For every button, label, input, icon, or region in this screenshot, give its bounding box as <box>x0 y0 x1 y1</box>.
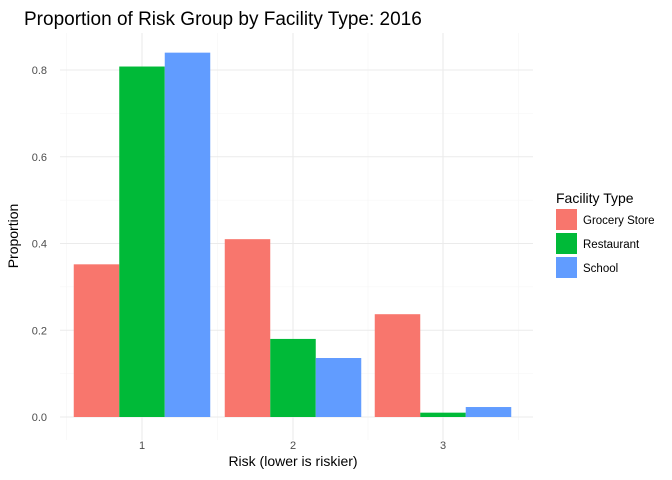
legend-title: Facility Type <box>556 190 634 206</box>
legend: Facility Type Grocery Store Restaurant Sch… <box>556 190 655 278</box>
legend-item: Restaurant <box>556 233 640 254</box>
legend-item: School <box>556 257 618 278</box>
bar-grocery-store-risk-2 <box>224 239 271 417</box>
y-tick-label: 0.6 <box>32 152 47 164</box>
y-tick-label: 0.8 <box>32 65 47 77</box>
x-axis-title: Risk (lower is riskier) <box>228 453 357 469</box>
legend-label: Restaurant <box>583 239 640 251</box>
x-axis: 1 2 3 <box>139 440 446 452</box>
bar-restaurant-risk-3 <box>420 412 466 417</box>
y-axis: 0.0 0.2 0.4 0.6 0.8 <box>32 65 47 424</box>
legend-key <box>556 233 577 254</box>
y-tick-label: 0.4 <box>32 239 47 251</box>
legend-label: School <box>583 263 618 275</box>
bar-school-risk-3 <box>465 407 512 417</box>
x-tick-label: 1 <box>139 440 145 452</box>
chart-title: Proportion of Risk Group by Facility Typ… <box>24 9 422 30</box>
bar-restaurant-risk-1 <box>119 66 165 417</box>
y-axis-title: Proportion <box>5 204 21 269</box>
legend-item: Grocery Store <box>556 209 655 230</box>
legend-key <box>556 257 577 278</box>
x-tick-label: 2 <box>290 440 296 452</box>
legend-label: Grocery Store <box>583 215 655 227</box>
y-tick-label: 0.0 <box>32 412 47 424</box>
bar-grocery-store-risk-3 <box>374 314 421 417</box>
bar-school-risk-2 <box>315 358 362 417</box>
y-tick-label: 0.2 <box>32 325 47 337</box>
bar-restaurant-risk-2 <box>270 338 316 417</box>
legend-key <box>556 209 577 230</box>
bar-grocery-store-risk-1 <box>73 264 120 417</box>
bar-school-risk-1 <box>164 52 211 418</box>
x-tick-label: 3 <box>440 440 446 452</box>
bars <box>73 52 512 418</box>
